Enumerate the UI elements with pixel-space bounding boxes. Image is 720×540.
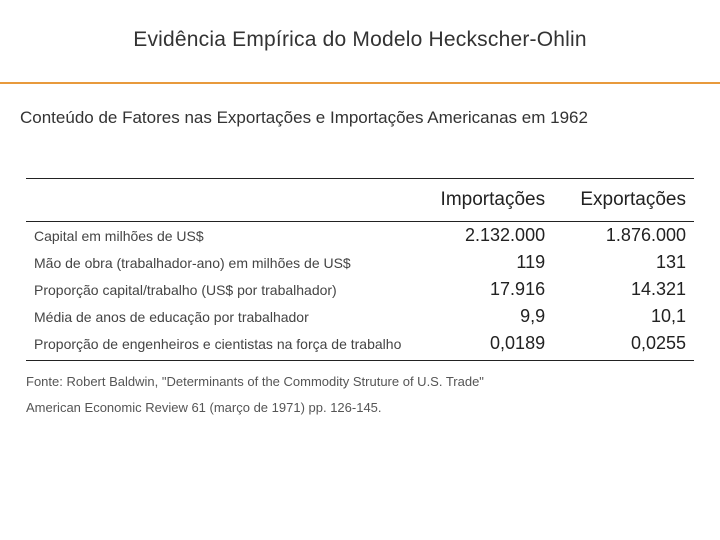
- row-value-exports: 0,0255: [553, 330, 694, 361]
- col-header-exports: Exportações: [553, 179, 694, 222]
- row-label: Média de anos de educação por trabalhado…: [26, 303, 413, 330]
- divider-rule: [0, 82, 720, 84]
- table: Importações Exportações Capital em milhõ…: [26, 178, 694, 361]
- slide: Evidência Empírica do Modelo Heckscher-O…: [0, 0, 720, 540]
- source-line-1: Fonte: Robert Baldwin, "Determinants of …: [26, 369, 694, 395]
- source-citation: Fonte: Robert Baldwin, "Determinants of …: [26, 369, 694, 421]
- table-row: Capital em milhões de US$ 2.132.000 1.87…: [26, 222, 694, 250]
- row-label: Mão de obra (trabalhador-ano) em milhões…: [26, 249, 413, 276]
- table-row: Média de anos de educação por trabalhado…: [26, 303, 694, 330]
- row-value-exports: 14.321: [553, 276, 694, 303]
- slide-subtitle: Conteúdo de Fatores nas Exportações e Im…: [20, 108, 700, 128]
- row-value-imports: 9,9: [413, 303, 553, 330]
- table-row: Mão de obra (trabalhador-ano) em milhões…: [26, 249, 694, 276]
- col-header-imports: Importações: [413, 179, 553, 222]
- row-label: Proporção de engenheiros e cientistas na…: [26, 330, 413, 361]
- row-label: Capital em milhões de US$: [26, 222, 413, 250]
- table-header-row: Importações Exportações: [26, 179, 694, 222]
- row-value-imports: 0,0189: [413, 330, 553, 361]
- row-value-exports: 131: [553, 249, 694, 276]
- row-value-imports: 2.132.000: [413, 222, 553, 250]
- row-value-exports: 1.876.000: [553, 222, 694, 250]
- row-value-exports: 10,1: [553, 303, 694, 330]
- col-header-blank: [26, 179, 413, 222]
- source-line-2: American Economic Review 61 (março de 19…: [26, 395, 694, 421]
- row-value-imports: 119: [413, 249, 553, 276]
- slide-title: Evidência Empírica do Modelo Heckscher-O…: [0, 28, 720, 52]
- table-row: Proporção capital/trabalho (US$ por trab…: [26, 276, 694, 303]
- table-row: Proporção de engenheiros e cientistas na…: [26, 330, 694, 361]
- factor-content-table: Importações Exportações Capital em milhõ…: [26, 178, 694, 361]
- row-value-imports: 17.916: [413, 276, 553, 303]
- row-label: Proporção capital/trabalho (US$ por trab…: [26, 276, 413, 303]
